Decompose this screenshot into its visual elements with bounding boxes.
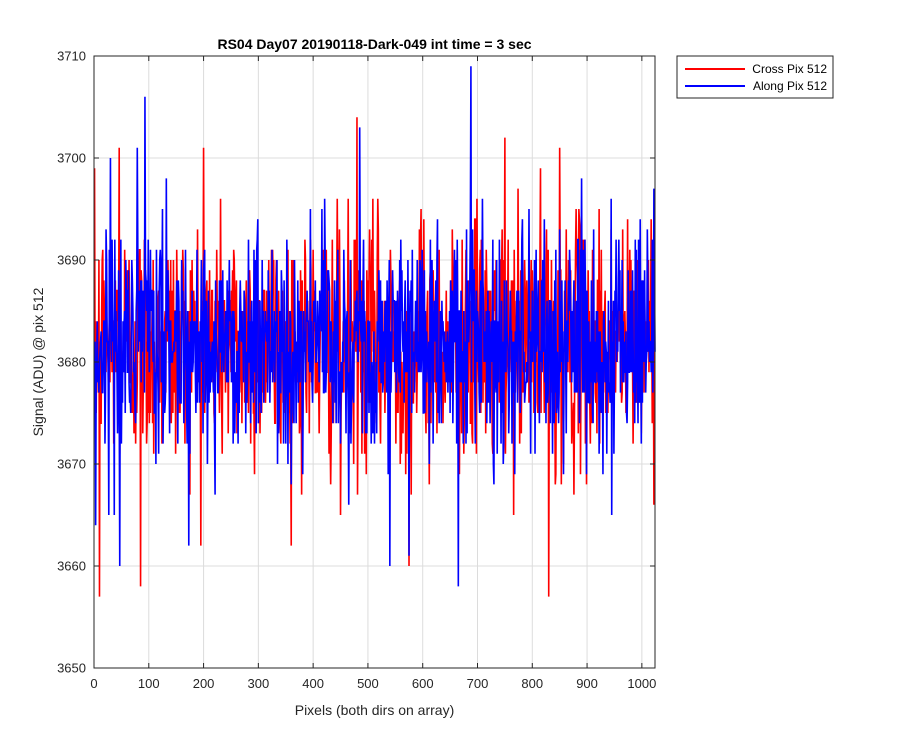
axis-ticks: 0 100 200 300 400 500 600 700 800 900 1000 3650 3660… xyxy=(57,49,656,692)
y-tick-label: 3710 xyxy=(57,49,86,64)
x-tick-label: 1000 xyxy=(627,676,656,691)
series-line-along-pix xyxy=(93,66,656,587)
x-tick-label: 400 xyxy=(302,676,324,691)
x-tick-label: 0 xyxy=(90,676,97,691)
x-tick-label: 700 xyxy=(467,676,489,691)
x-tick-label: 100 xyxy=(138,676,160,691)
y-axis-label: Signal (ADU) @ pix 512 xyxy=(30,287,46,436)
y-tick-label: 3660 xyxy=(57,559,86,574)
x-axis-label: Pixels (both dirs on array) xyxy=(295,702,455,718)
y-tick-label: 3690 xyxy=(57,253,86,268)
legend-box xyxy=(676,55,834,99)
x-tick-label: 200 xyxy=(193,676,215,691)
chart-title: RS04 Day07 20190118-Dark-049 int time = … xyxy=(217,36,531,52)
legend-entry-label: Along Pix 512 xyxy=(753,79,827,93)
x-tick-label: 500 xyxy=(357,676,379,691)
y-tick-label: 3680 xyxy=(57,355,86,370)
x-tick-label: 300 xyxy=(248,676,270,691)
x-tick-label: 600 xyxy=(412,676,434,691)
y-tick-label: 3700 xyxy=(57,151,86,166)
y-tick-label: 3670 xyxy=(57,457,86,472)
legend-entry-label: Cross Pix 512 xyxy=(752,62,827,76)
legend: Cross Pix 512 Along Pix 512 xyxy=(676,55,834,99)
x-tick-label: 900 xyxy=(576,676,598,691)
y-tick-label: 3650 xyxy=(57,661,86,676)
x-tick-label: 800 xyxy=(521,676,543,691)
series-layer xyxy=(93,66,656,597)
